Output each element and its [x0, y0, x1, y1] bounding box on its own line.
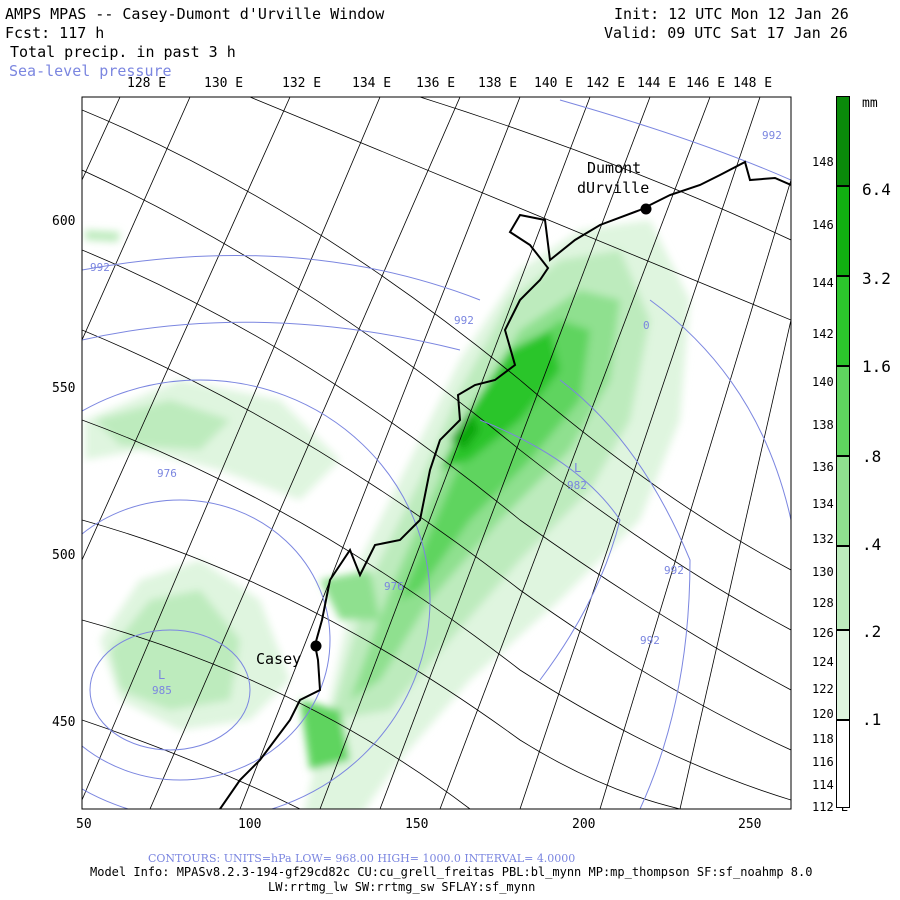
colorbar-level: .2 — [862, 622, 882, 641]
lon-label: 130 E — [204, 76, 244, 91]
colorbar-level: .1 — [862, 710, 882, 729]
colorbar-unit: mm — [862, 96, 878, 111]
overlay-name: Sea-level pressure — [9, 62, 172, 80]
valid-time: Valid: 09 UTC Sat 17 Jan 26 — [604, 24, 848, 42]
lon-label: 144 E — [637, 76, 677, 91]
casey-label: Casey — [256, 650, 302, 668]
colorbar-swatch — [836, 456, 850, 546]
slp-contours — [82, 99, 791, 809]
contour-label: 982 — [567, 479, 587, 492]
field-name: Total precip. in past 3 h — [10, 43, 236, 61]
x-tick: 50 — [76, 817, 92, 832]
contour-label: 992 — [762, 129, 782, 142]
colorbar-swatch — [836, 546, 850, 630]
forecast-hour: Fcst: 117 h — [5, 24, 105, 42]
model-info-2: LW:rrtmg_lw SW:rrtmg_sw SFLAY:sf_mynn — [268, 880, 536, 894]
contour-label: 976 — [384, 580, 404, 593]
durville-station-marker — [640, 203, 652, 215]
precip-shading — [85, 220, 690, 809]
model-info: Model Info: MPASv8.2.3-194-gf29cd82c CU:… — [90, 865, 813, 879]
map-title: AMPS MPAS -- Casey-Dumont d'Urville Wind… — [5, 5, 385, 23]
contour-label: 992 — [90, 261, 110, 274]
x-tick: 100 — [238, 817, 262, 832]
low-marker: L — [158, 668, 166, 682]
init-time: Init: 12 UTC Mon 12 Jan 26 — [614, 5, 849, 23]
contour-label: 985 — [152, 684, 172, 697]
colorbar-level: .4 — [862, 535, 882, 554]
lon-label: 128 E — [127, 76, 167, 91]
x-tick: 150 — [405, 817, 429, 832]
lon-label: 142 E — [586, 76, 626, 91]
y-tick: 600 — [52, 214, 76, 229]
colorbar-swatch — [836, 630, 850, 720]
low-marker: L — [574, 461, 582, 475]
contour-label: 976 — [157, 467, 177, 480]
lon-label: 132 E — [282, 76, 322, 91]
colorbar-level: .8 — [862, 447, 882, 466]
y-tick: 450 — [52, 715, 76, 730]
contour-info: CONTOURS: UNITS=hPa LOW= 968.00 HIGH= 10… — [148, 852, 576, 865]
lon-label: 134 E — [352, 76, 392, 91]
casey-station-marker — [310, 640, 322, 652]
contour-label: 992 — [664, 564, 684, 577]
colorbar-level: 3.2 — [862, 269, 891, 288]
colorbar-level: 1.6 — [862, 357, 891, 376]
colorbar-swatch — [836, 96, 850, 186]
lon-label: 138 E — [478, 76, 518, 91]
lon-label: 136 E — [416, 76, 456, 91]
lon-label: 140 E — [534, 76, 574, 91]
colorbar-swatch — [836, 366, 850, 456]
y-tick: 550 — [52, 381, 76, 396]
contour-label: 992 — [454, 314, 474, 327]
durville-label-1: Dumont — [587, 159, 642, 177]
durville-label-2: dUrville — [577, 179, 650, 197]
colorbar-swatch — [836, 186, 850, 276]
contour-label: 0 — [643, 319, 650, 332]
y-tick: 500 — [52, 548, 76, 563]
lon-label: 146 E — [686, 76, 726, 91]
x-tick: 250 — [738, 817, 762, 832]
x-tick: 200 — [572, 817, 596, 832]
colorbar-swatch — [836, 276, 850, 366]
lon-label: 148 E — [733, 76, 773, 91]
colorbar-swatch — [836, 720, 850, 808]
contour-label: 992 — [640, 634, 660, 647]
colorbar-level: 6.4 — [862, 180, 891, 199]
